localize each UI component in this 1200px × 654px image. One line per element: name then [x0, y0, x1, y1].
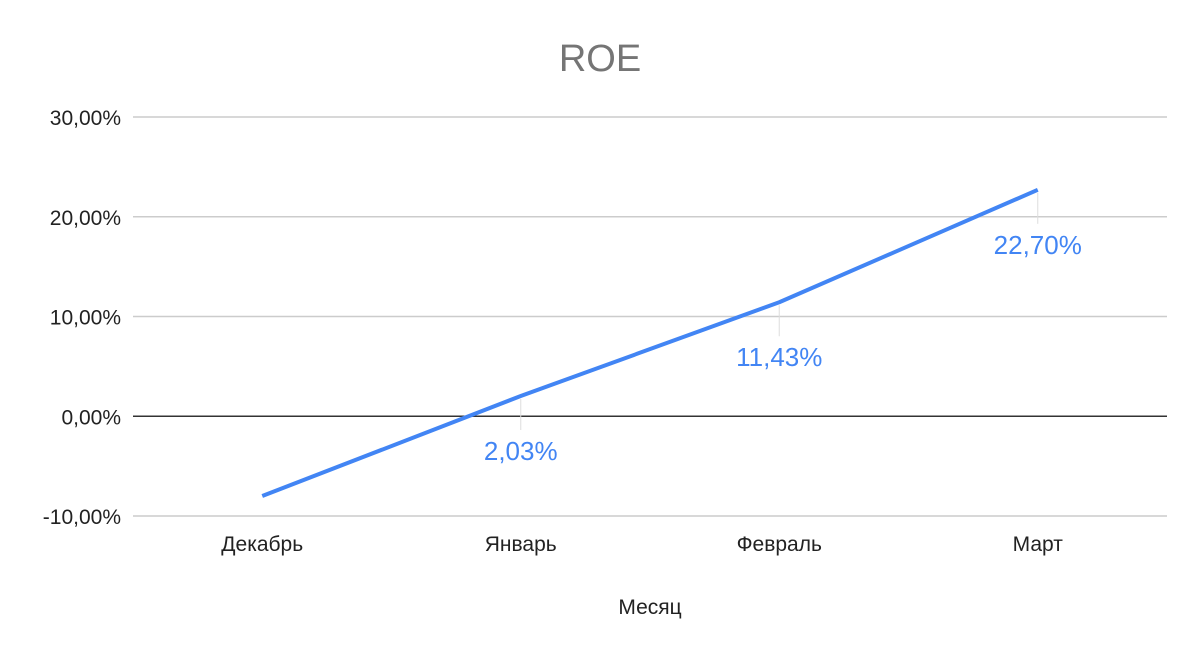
x-tick-label: Декабрь — [221, 533, 303, 556]
x-tick-label: Январь — [485, 533, 557, 556]
y-tick-label: 20,00% — [50, 207, 121, 230]
gridlines — [133, 116, 1167, 517]
chart-title: ROE — [559, 38, 641, 80]
y-tick-label: 10,00% — [50, 307, 121, 330]
series-layer — [261, 187, 1039, 498]
series-line — [261, 187, 1039, 498]
y-tick-label: 30,00% — [50, 107, 121, 130]
y-axis-ticks: -10,00% 0,00% 10,00% 20,00% 30,00% — [43, 107, 121, 529]
x-tick-label: Март — [1013, 533, 1064, 556]
data-label: 11,43% — [736, 342, 822, 372]
x-axis-ticks: Декабрь Январь Февраль Март — [221, 533, 1063, 556]
data-labels: 2,03% 11,43% 22,70% — [484, 192, 1082, 466]
data-label: 2,03% — [484, 436, 558, 466]
x-axis-label: Месяц — [618, 596, 681, 619]
x-tick-label: Февраль — [737, 533, 822, 556]
y-tick-label: 0,00% — [61, 406, 121, 429]
y-tick-label: -10,00% — [43, 506, 121, 529]
data-label: 22,70% — [994, 230, 1082, 260]
